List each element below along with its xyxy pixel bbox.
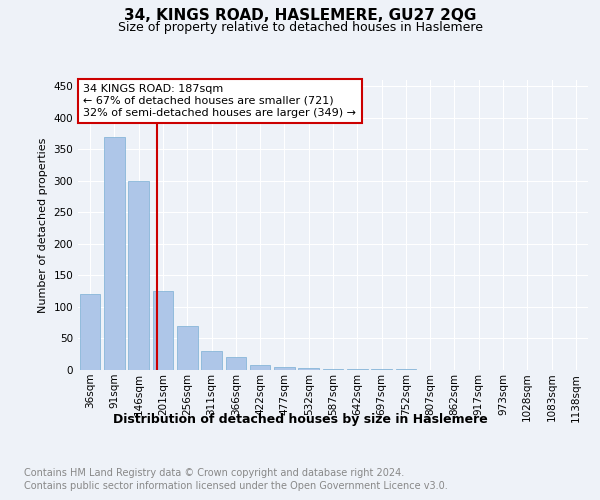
Bar (152, 291, 173, 370)
Bar (80, 294, 100, 370)
Bar (128, 181, 149, 370)
Text: 34 KINGS ROAD: 187sqm
← 67% of detached houses are smaller (721)
32% of semi-det: 34 KINGS ROAD: 187sqm ← 67% of detached … (83, 84, 356, 117)
Bar (226, 358, 246, 370)
Text: Contains public sector information licensed under the Open Government Licence v3: Contains public sector information licen… (24, 481, 448, 491)
Bar (274, 368, 295, 370)
Bar (177, 326, 197, 370)
Bar (201, 351, 222, 370)
Bar (104, 136, 125, 370)
Bar (323, 368, 343, 370)
Text: 34, KINGS ROAD, HASLEMERE, GU27 2QG: 34, KINGS ROAD, HASLEMERE, GU27 2QG (124, 8, 476, 22)
Text: Contains HM Land Registry data © Crown copyright and database right 2024.: Contains HM Land Registry data © Crown c… (24, 468, 404, 477)
Text: Distribution of detached houses by size in Haslemere: Distribution of detached houses by size … (113, 412, 487, 426)
Y-axis label: Number of detached properties: Number of detached properties (38, 138, 48, 312)
Text: Size of property relative to detached houses in Haslemere: Size of property relative to detached ho… (118, 21, 482, 34)
Bar (250, 365, 271, 370)
Bar (298, 368, 319, 370)
